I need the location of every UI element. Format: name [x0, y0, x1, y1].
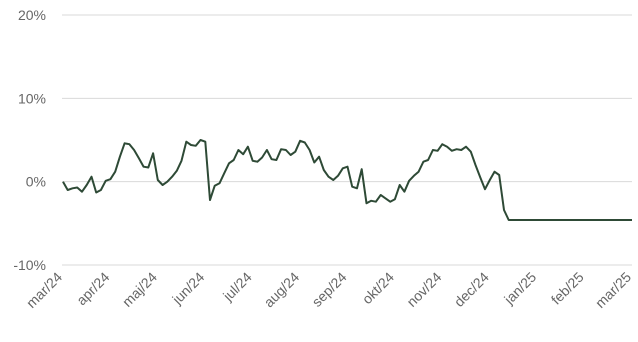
x-tick-label: dec/24 [451, 269, 492, 310]
y-tick-label: 0% [26, 174, 46, 190]
x-tick-label: mar/24 [23, 269, 65, 311]
x-tick-label: jun/24 [168, 269, 207, 308]
y-axis-tick-labels: -10% 0% 10% 20% [13, 7, 46, 273]
x-tick-label: okt/24 [359, 269, 397, 307]
x-tick-label: aug/24 [261, 269, 303, 311]
gridlines [62, 14, 632, 266]
x-tick-label: jul/24 [219, 269, 255, 305]
x-tick-label: mar/25 [592, 269, 634, 311]
x-tick-label: apr/24 [73, 269, 113, 309]
y-tick-label: -10% [13, 257, 46, 273]
x-axis-tick-labels: mar/24 apr/24 maj/24 jun/24 jul/24 aug/24 sep/… [23, 269, 634, 311]
x-tick-label: sep/24 [309, 269, 350, 310]
series-layer [62, 139, 632, 221]
y-tick-label: 10% [18, 90, 46, 106]
x-tick-label: maj/24 [119, 269, 160, 310]
y-tick-label: 20% [18, 7, 46, 23]
x-tick-label: feb/25 [548, 269, 587, 308]
x-tick-label: jan/25 [500, 269, 539, 308]
series-line [62, 139, 632, 221]
x-tick-label: nov/24 [403, 269, 444, 310]
